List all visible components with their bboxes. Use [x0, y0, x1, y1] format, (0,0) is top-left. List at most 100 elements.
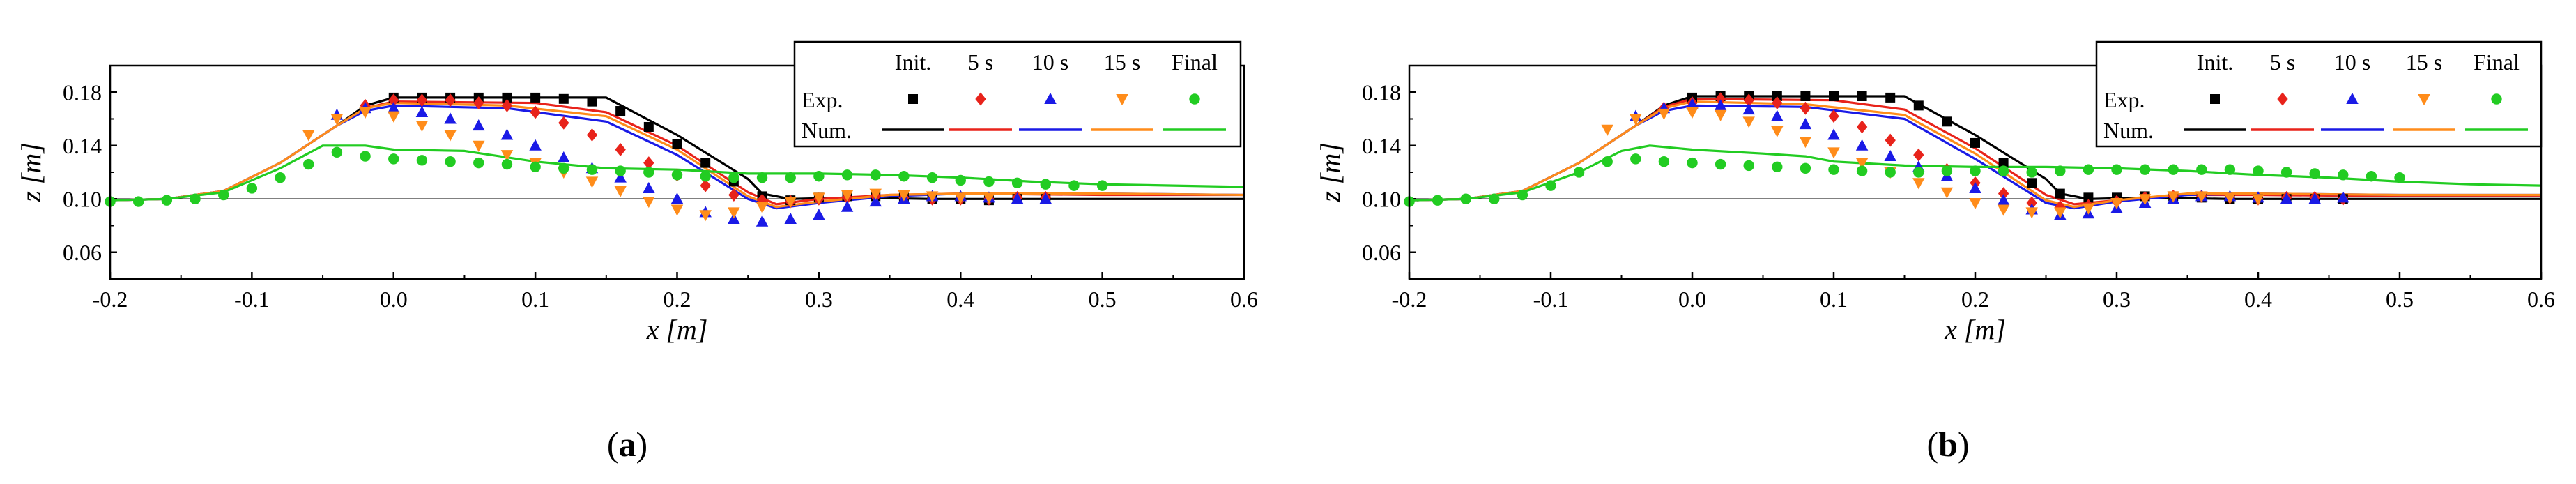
- data-point: [359, 107, 371, 119]
- data-point: [1913, 148, 1924, 162]
- data-point: [813, 192, 825, 204]
- data-point: [445, 93, 456, 107]
- data-point: [473, 140, 485, 152]
- data-point: [1856, 165, 1868, 176]
- y-tick-label: 0.06: [63, 240, 102, 265]
- legend-row-label: Num.: [2103, 118, 2154, 143]
- data-point: [2252, 194, 2264, 206]
- data-point: [388, 111, 400, 123]
- data-point: [1011, 177, 1023, 188]
- data-point: [1601, 124, 1613, 136]
- data-point: [643, 167, 654, 178]
- data-point: [501, 98, 513, 112]
- data-point: [756, 215, 769, 227]
- data-point: [2025, 207, 2038, 219]
- data-point: [2366, 171, 2377, 182]
- y-axis-label: z [m]: [15, 142, 47, 203]
- y-tick-label: 0.14: [63, 133, 102, 158]
- panel-a: -0.2 -0.1 0.0 0.1 0.2 0.3 0.4 0.5 0.6 0.06 0.10 0.1…: [15, 40, 1258, 464]
- data-point: [671, 169, 683, 181]
- data-point: [330, 114, 344, 126]
- data-point: [1997, 204, 2010, 216]
- data-point: [1630, 114, 1642, 126]
- data-point: [898, 171, 910, 182]
- numerical-line-final: [109, 144, 1245, 202]
- y-tick-label: 0.10: [63, 186, 102, 211]
- data-point: [2139, 164, 2151, 175]
- data-point: [1772, 96, 1783, 109]
- data-point: [1573, 167, 1585, 178]
- data-point: [1998, 158, 2009, 168]
- data-point: [2054, 207, 2067, 219]
- data-point: [1517, 189, 1528, 201]
- data-point: [1884, 149, 1896, 162]
- data-point: [1068, 180, 1080, 191]
- data-point: [1827, 147, 1840, 159]
- data-point: [473, 157, 484, 169]
- data-point: [161, 195, 173, 206]
- data-point: [558, 116, 569, 130]
- x-tick-label: 0.0: [1678, 287, 1706, 312]
- data-point: [218, 189, 229, 201]
- data-point: [2338, 169, 2349, 181]
- data-point: [530, 161, 541, 173]
- data-point: [1913, 167, 1924, 178]
- data-point: [558, 151, 570, 162]
- data-point: [275, 172, 286, 183]
- legend-marker: [2491, 93, 2502, 105]
- data-point: [360, 151, 371, 162]
- data-point: [813, 209, 825, 220]
- data-point: [331, 146, 343, 158]
- data-point: [2195, 191, 2208, 203]
- experimental-series-15s: [1601, 107, 2264, 219]
- data-point: [1687, 157, 1698, 169]
- legend-column-header: 10 s: [2334, 50, 2370, 75]
- y-tick-label: 0.18: [63, 80, 102, 105]
- data-point: [445, 156, 456, 167]
- panel-label-close: ): [1958, 425, 1970, 464]
- data-point: [1799, 118, 1812, 130]
- data-point: [302, 130, 315, 142]
- data-point: [415, 121, 429, 133]
- y-tick-label: 0.06: [1362, 240, 1401, 265]
- data-point: [615, 106, 626, 116]
- data-point: [670, 204, 684, 216]
- data-point: [643, 181, 655, 193]
- legend-marker: [2277, 92, 2288, 106]
- legend: Init. 5 s 10 s 15 s Final Exp. Num.: [793, 40, 1242, 148]
- panel-label-letter: a: [619, 425, 636, 464]
- data-point: [1658, 156, 1670, 167]
- data-point: [2309, 168, 2320, 179]
- data-point: [190, 193, 201, 204]
- data-point: [2055, 165, 2066, 176]
- data-point: [643, 121, 654, 132]
- data-point: [501, 158, 513, 170]
- legend: Init. 5 s 10 s 15 s Final Exp. Num.: [2095, 40, 2543, 148]
- data-point: [585, 176, 599, 188]
- plot-frame: [1408, 64, 2543, 280]
- data-point: [841, 169, 853, 181]
- data-point: [1771, 109, 1784, 121]
- data-point: [444, 130, 457, 142]
- data-point: [2168, 164, 2179, 175]
- data-point: [529, 139, 542, 151]
- data-point: [1715, 158, 1726, 170]
- x-tick-label: 0.5: [2386, 287, 2414, 312]
- legend-marker: [2210, 94, 2220, 104]
- data-point: [699, 210, 712, 222]
- data-point: [898, 190, 910, 202]
- data-point: [1828, 109, 1839, 123]
- data-point: [2253, 165, 2264, 176]
- data-point: [841, 190, 854, 202]
- x-tick-label: 0.3: [805, 287, 833, 312]
- x-tick-label: -0.2: [93, 287, 128, 312]
- data-point: [1941, 165, 1953, 176]
- numerical-line-15s: [109, 102, 1245, 209]
- data-point: [1800, 91, 1811, 101]
- panel-label-letter: b: [1938, 425, 1958, 464]
- data-point: [1096, 180, 1108, 191]
- data-point: [1432, 195, 1443, 206]
- data-point: [587, 96, 597, 107]
- data-point: [246, 183, 258, 194]
- data-point: [983, 192, 995, 204]
